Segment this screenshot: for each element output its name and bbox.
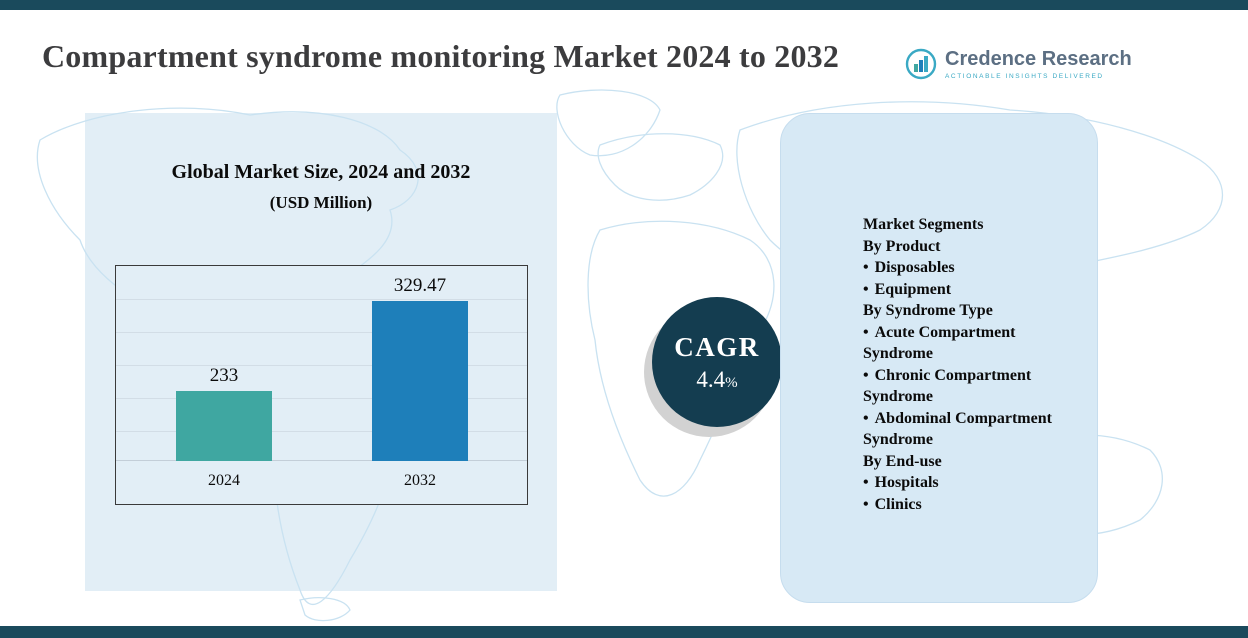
segment-item-label: Acute Compartment Syndrome xyxy=(863,323,1016,363)
bottom-border-strip xyxy=(0,626,1248,638)
cagr-label: CAGR xyxy=(674,331,760,362)
page-title: Compartment syndrome monitoring Market 2… xyxy=(42,38,840,74)
chart-title: Global Market Size, 2024 and 2032 xyxy=(171,161,471,183)
segment-group-title-product: By Product xyxy=(863,237,941,255)
logo-company-name: Credence Research xyxy=(945,48,1132,70)
segment-item-label: Equipment xyxy=(874,280,952,298)
bullet-icon: • xyxy=(863,495,869,513)
top-border-strip xyxy=(0,0,1248,10)
bar-value-label-2032: 329.47 xyxy=(393,275,447,296)
chart-title-block: Global Market Size, 2024 and 2032 (USD M… xyxy=(85,161,557,213)
cagr-percent-sign: % xyxy=(725,374,738,391)
chart-subtitle: (USD Million) xyxy=(269,193,373,212)
segment-item-label: Hospitals xyxy=(874,474,939,491)
segment-item: • Clinics xyxy=(863,494,1071,516)
bar-chart-plot-area: 233 329.47 2024 2032 xyxy=(115,265,528,505)
market-segments-panel: Market Segments By Product • Disposables … xyxy=(780,113,1098,603)
segments-heading: Market Segments xyxy=(863,216,984,233)
cagr-value: 4.4% xyxy=(696,367,737,393)
segment-item-label: Clinics xyxy=(874,495,922,513)
cagr-badge: CAGR 4.4% xyxy=(652,297,782,427)
segment-item-label: Disposables xyxy=(874,259,955,276)
segment-item: • Abdominal Compartment Syndrome xyxy=(863,408,1071,451)
segment-group-title-end-use: By End-use xyxy=(863,452,942,470)
market-size-panel: Global Market Size, 2024 and 2032 (USD M… xyxy=(85,113,557,591)
segment-item-label: Chronic Compartment Syndrome xyxy=(863,366,1032,406)
bar-2032 xyxy=(372,301,468,461)
segment-item-label: Abdominal Compartment Syndrome xyxy=(863,409,1052,449)
bullet-icon: • xyxy=(863,259,869,276)
bullet-icon: • xyxy=(863,409,869,427)
bullet-icon: • xyxy=(863,474,869,491)
bar-2024 xyxy=(176,391,272,461)
segment-item: • Chronic Compartment Syndrome xyxy=(863,365,1071,408)
segment-group-title-syndrome-type: By Syndrome Type xyxy=(863,302,993,319)
segment-item: • Equipment xyxy=(863,279,1071,301)
logo-text: Credence Research Actionable Insights De… xyxy=(945,48,1132,80)
logo-tagline: Actionable Insights Delivered xyxy=(945,73,1104,80)
bullet-icon: • xyxy=(863,323,869,341)
credence-research-logo: Credence Research Actionable Insights De… xyxy=(905,48,1132,80)
x-tick-label-2024: 2024 xyxy=(208,472,240,489)
cagr-value-number: 4.4 xyxy=(696,366,726,392)
segment-item: • Hospitals xyxy=(863,472,1071,494)
gridline xyxy=(116,299,527,300)
bullet-icon: • xyxy=(863,366,869,384)
x-tick-label-2032: 2032 xyxy=(404,472,436,489)
bar-value-label-2024: 233 xyxy=(209,365,239,386)
segment-item: • Disposables xyxy=(863,257,1071,279)
segment-item: • Acute Compartment Syndrome xyxy=(863,322,1071,365)
bullet-icon: • xyxy=(863,280,869,298)
logo-bars-icon xyxy=(905,48,937,80)
